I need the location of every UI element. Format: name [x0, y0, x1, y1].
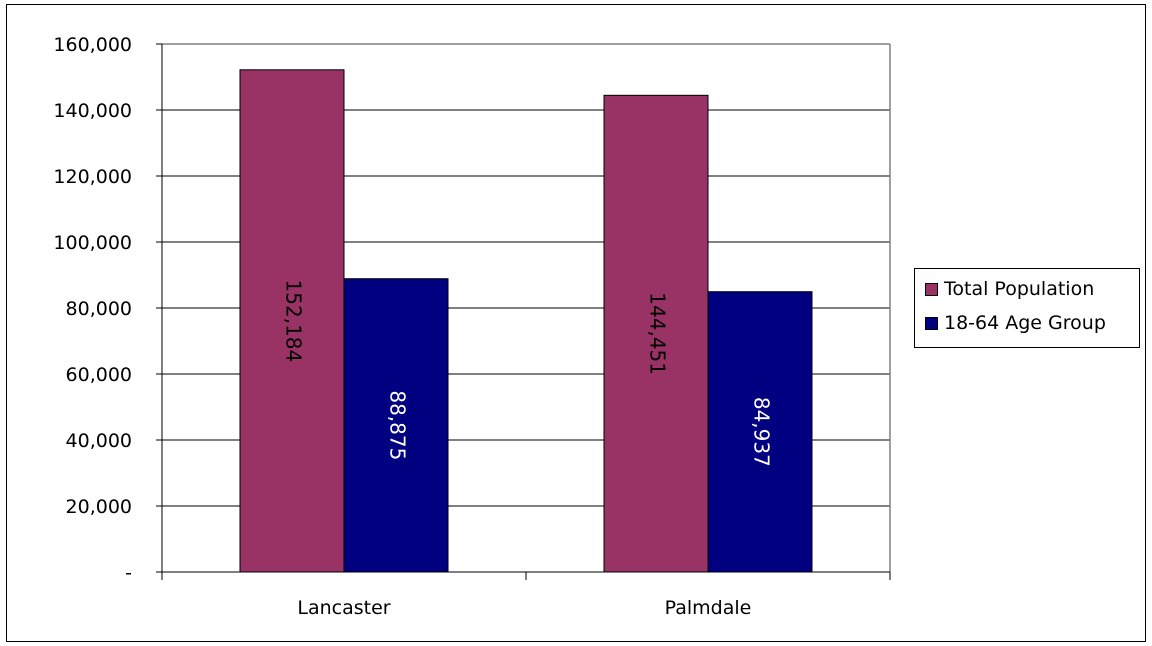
legend-swatch-total-population: [925, 282, 938, 296]
y-tick-label: -: [125, 562, 132, 584]
bar-palmdale-series-1: [707, 291, 813, 573]
legend-label-18-64-age-group: 18-64 Age Group: [944, 312, 1106, 334]
data-label: 144,451: [646, 292, 670, 375]
y-tick-label: 140,000: [53, 100, 132, 122]
y-tick-label: 160,000: [53, 34, 132, 56]
legend-label-total-population: Total Population: [944, 278, 1095, 300]
data-label: 84,937: [750, 397, 774, 467]
data-label: 88,875: [386, 390, 410, 460]
y-tick-label: 80,000: [66, 298, 132, 320]
labels: - 20,000 40,000 60,000 80,000 100,000 120,000 1…: [53, 34, 773, 619]
legend-swatch-18-64-age-group: [925, 316, 938, 330]
bars: [239, 69, 813, 573]
legend: Total Population 18-64 Age Group: [914, 268, 1140, 348]
legend-item-total-population: Total Population: [925, 274, 1094, 304]
x-category-label: Palmdale: [665, 597, 752, 619]
y-tick-label: 60,000: [66, 364, 132, 386]
axes: [156, 43, 891, 580]
y-tick-label: 20,000: [66, 496, 132, 518]
y-tick-label: 100,000: [53, 232, 132, 254]
y-tick-label: 40,000: [66, 430, 132, 452]
data-label: 152,184: [282, 280, 306, 363]
y-tick-label: 120,000: [53, 166, 132, 188]
bar-lancaster-series-1: [343, 278, 449, 573]
legend-item-18-64-age-group: 18-64 Age Group: [925, 308, 1106, 338]
bar-lancaster-series-0: [239, 69, 345, 573]
x-category-label: Lancaster: [297, 597, 390, 619]
